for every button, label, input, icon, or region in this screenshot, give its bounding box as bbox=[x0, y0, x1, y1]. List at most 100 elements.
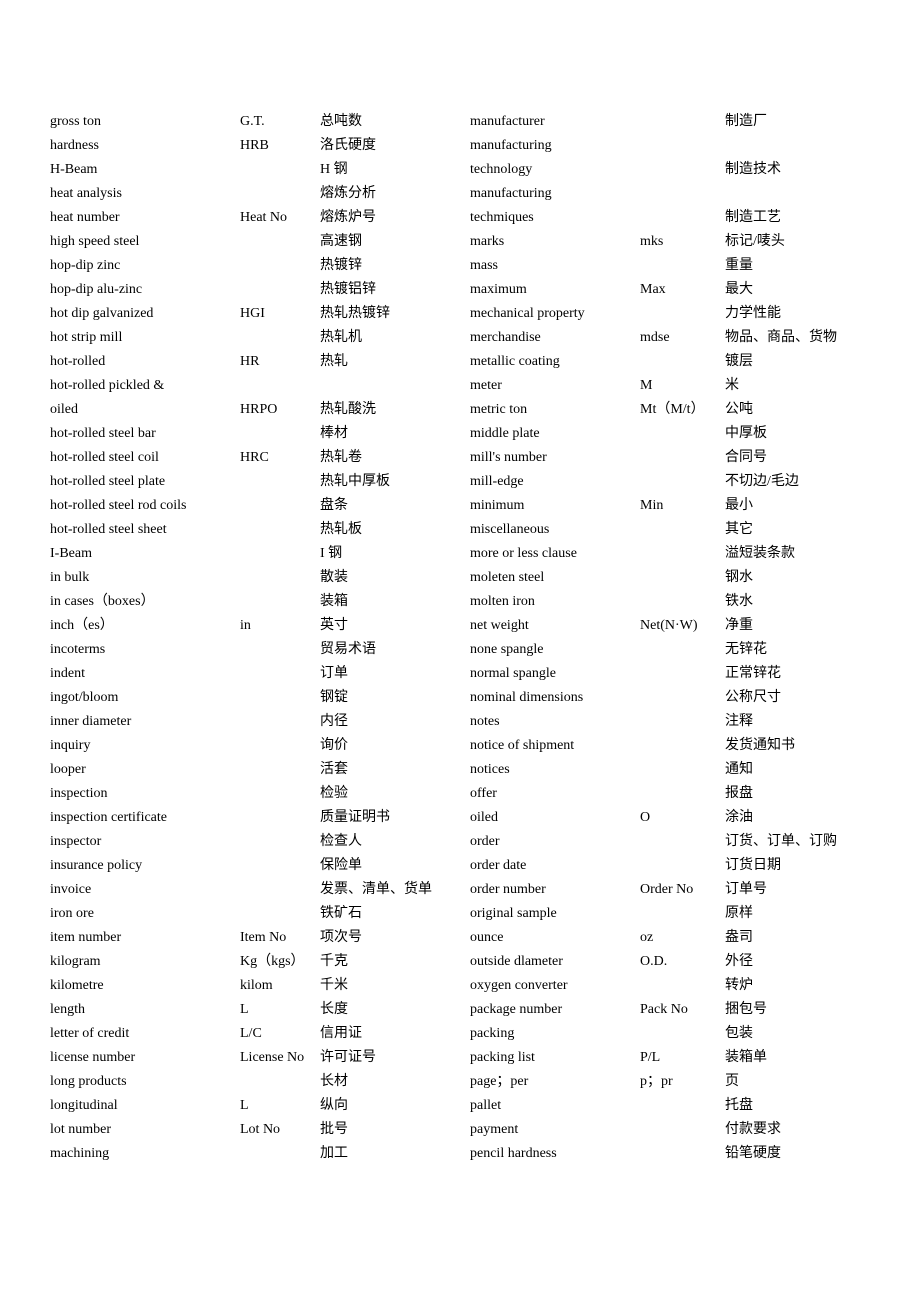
glossary-row: kilometrekilom千米 bbox=[50, 974, 450, 998]
glossary-row: hot dip galvanizedHGI热轧热镀锌 bbox=[50, 302, 450, 326]
glossary-row: mechanical property力学性能 bbox=[470, 302, 870, 326]
abbreviation: Kg（kgs） bbox=[240, 950, 320, 974]
english-term: gross ton bbox=[50, 110, 240, 134]
glossary-row: moleten steel钢水 bbox=[470, 566, 870, 590]
abbreviation bbox=[640, 134, 725, 158]
abbreviation bbox=[640, 254, 725, 278]
english-term: original sample bbox=[470, 902, 640, 926]
chinese-translation: 报盘 bbox=[725, 782, 870, 806]
abbreviation bbox=[240, 638, 320, 662]
chinese-translation: 不切边/毛边 bbox=[725, 470, 870, 494]
abbreviation bbox=[240, 1070, 320, 1094]
english-term: metric ton bbox=[470, 398, 640, 422]
abbreviation: mdse bbox=[640, 326, 725, 350]
glossary-row: order numberOrder No订单号 bbox=[470, 878, 870, 902]
chinese-translation: 千米 bbox=[320, 974, 450, 998]
glossary-row: hardnessHRB 洛氏硬度 bbox=[50, 134, 450, 158]
chinese-translation: 熔炼炉号 bbox=[320, 206, 450, 230]
chinese-translation bbox=[725, 182, 870, 206]
abbreviation bbox=[640, 638, 725, 662]
english-term: invoice bbox=[50, 878, 240, 902]
glossary-row: looper活套 bbox=[50, 758, 450, 782]
glossary-row: hop-dip zinc热镀锌 bbox=[50, 254, 450, 278]
abbreviation: Max bbox=[640, 278, 725, 302]
english-term: hot-rolled steel bar bbox=[50, 422, 240, 446]
chinese-translation: 订货、订单、订购 bbox=[725, 830, 870, 854]
abbreviation bbox=[240, 182, 320, 206]
abbreviation: Pack No bbox=[640, 998, 725, 1022]
glossary-row: license numberLicense No许可证号 bbox=[50, 1046, 450, 1070]
chinese-translation bbox=[725, 134, 870, 158]
abbreviation: Order No bbox=[640, 878, 725, 902]
english-term: meter bbox=[470, 374, 640, 398]
abbreviation bbox=[240, 902, 320, 926]
glossary-row: page；perp；pr页 bbox=[470, 1070, 870, 1094]
abbreviation bbox=[240, 518, 320, 542]
abbreviation bbox=[640, 710, 725, 734]
glossary-row: pallet托盘 bbox=[470, 1094, 870, 1118]
glossary-row: maximumMax最大 bbox=[470, 278, 870, 302]
chinese-translation: 外径 bbox=[725, 950, 870, 974]
glossary-row: insurance policy保险单 bbox=[50, 854, 450, 878]
english-term: notices bbox=[470, 758, 640, 782]
glossary-row: ingot/bloom钢锭 bbox=[50, 686, 450, 710]
glossary-row: inner diameter内径 bbox=[50, 710, 450, 734]
abbreviation bbox=[640, 974, 725, 998]
english-term: kilogram bbox=[50, 950, 240, 974]
abbreviation bbox=[640, 1142, 725, 1166]
chinese-translation: 无锌花 bbox=[725, 638, 870, 662]
abbreviation: p；pr bbox=[640, 1070, 725, 1094]
abbreviation: L bbox=[240, 998, 320, 1022]
english-term: manufacturing bbox=[470, 182, 640, 206]
english-term: techmiques bbox=[470, 206, 640, 230]
left-column: gross tonG.T.总吨数hardnessHRB 洛氏硬度H-BeamH … bbox=[50, 110, 450, 1166]
abbreviation bbox=[640, 854, 725, 878]
abbreviation bbox=[640, 734, 725, 758]
english-term: hot dip galvanized bbox=[50, 302, 240, 326]
english-term: hop-dip zinc bbox=[50, 254, 240, 278]
abbreviation bbox=[240, 158, 320, 182]
english-term: inch（es） bbox=[50, 614, 240, 638]
chinese-translation: 溢短装条款 bbox=[725, 542, 870, 566]
english-term: hot-rolled steel plate bbox=[50, 470, 240, 494]
chinese-translation: 注释 bbox=[725, 710, 870, 734]
english-term: maximum bbox=[470, 278, 640, 302]
english-term: heat analysis bbox=[50, 182, 240, 206]
abbreviation bbox=[240, 830, 320, 854]
glossary-row: miscellaneous其它 bbox=[470, 518, 870, 542]
abbreviation bbox=[640, 422, 725, 446]
glossary-row: inspector检查人 bbox=[50, 830, 450, 854]
abbreviation: G.T. bbox=[240, 110, 320, 134]
glossary-row: H-BeamH 钢 bbox=[50, 158, 450, 182]
english-term: page；per bbox=[470, 1070, 640, 1094]
english-term: insurance policy bbox=[50, 854, 240, 878]
chinese-translation: 项次号 bbox=[320, 926, 450, 950]
abbreviation bbox=[240, 686, 320, 710]
glossary-row: inch（es）in英寸 bbox=[50, 614, 450, 638]
glossary-row: notice of shipment发货通知书 bbox=[470, 734, 870, 758]
chinese-translation: 内径 bbox=[320, 710, 450, 734]
glossary-row: normal spangle正常锌花 bbox=[470, 662, 870, 686]
chinese-translation: 批号 bbox=[320, 1118, 450, 1142]
abbreviation: HRB bbox=[240, 134, 320, 158]
abbreviation: in bbox=[240, 614, 320, 638]
chinese-translation: 订单号 bbox=[725, 878, 870, 902]
abbreviation: HR bbox=[240, 350, 320, 374]
glossary-row: I-BeamI 钢 bbox=[50, 542, 450, 566]
glossary-row: order date订货日期 bbox=[470, 854, 870, 878]
abbreviation bbox=[640, 350, 725, 374]
abbreviation bbox=[240, 1142, 320, 1166]
abbreviation bbox=[640, 782, 725, 806]
chinese-translation: 最大 bbox=[725, 278, 870, 302]
abbreviation bbox=[640, 662, 725, 686]
glossary-row: indent订单 bbox=[50, 662, 450, 686]
chinese-translation: 公吨 bbox=[725, 398, 870, 422]
chinese-translation: 中厚板 bbox=[725, 422, 870, 446]
abbreviation bbox=[640, 566, 725, 590]
chinese-translation: 发票、清单、货单 bbox=[320, 878, 450, 902]
chinese-translation: 公称尺寸 bbox=[725, 686, 870, 710]
english-term: inquiry bbox=[50, 734, 240, 758]
english-term: hot-rolled steel sheet bbox=[50, 518, 240, 542]
english-term: inspection bbox=[50, 782, 240, 806]
glossary-row: notes注释 bbox=[470, 710, 870, 734]
